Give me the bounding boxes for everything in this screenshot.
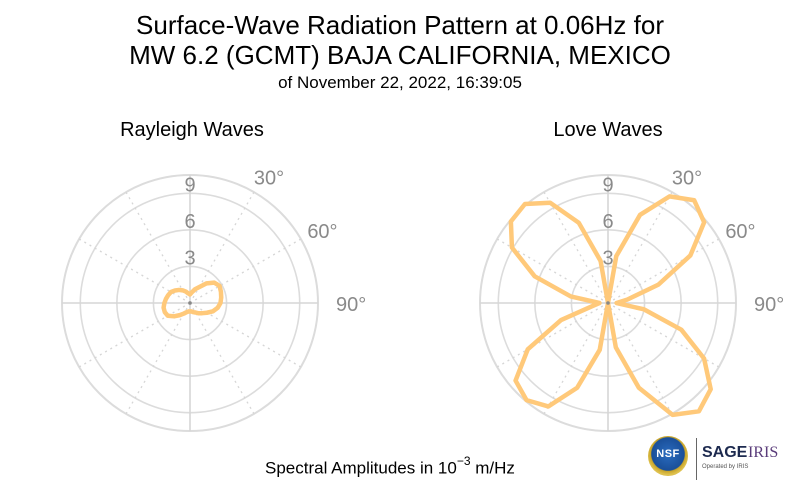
sage-logo-text: SAGE [702, 444, 748, 461]
rayleigh-panel-title: Rayleigh Waves [120, 119, 264, 141]
logo-divider [696, 438, 697, 480]
nsf-logo-icon [648, 436, 688, 476]
chart-title-line-1: Surface-Wave Radiation Pattern at 0.06Hz… [136, 10, 664, 40]
love-angle-tick-label: 90° [754, 294, 784, 316]
iris-logo-text: IRIS [748, 444, 779, 461]
love-center-dot [606, 301, 610, 305]
chart-title-line-2: MW 6.2 (GCMT) BAJA CALIFORNIA, MEXICO [129, 40, 671, 70]
amplitude-label-prefix: Spectral Amplitudes in 10 [265, 458, 457, 478]
amplitude-label-exponent: −3 [456, 454, 471, 468]
love-angle-tick-label: 30° [672, 168, 702, 190]
rayleigh-angle-tick-label: 90° [336, 294, 366, 316]
love-radial-tick-label: 3 [602, 247, 613, 269]
rayleigh-angle-tick-label: 60° [307, 221, 337, 243]
chart-subtitle: of November 22, 2022, 16:39:05 [278, 73, 522, 92]
rayleigh-radiation-pattern-line [161, 280, 224, 319]
rayleigh-radial-tick-label: 6 [184, 211, 195, 233]
nsf-logo-text: NSF [656, 448, 680, 460]
spectral-amplitude-label: Spectral Amplitudes in 10−3 m/Hz [265, 452, 515, 480]
love-radial-tick-label: 6 [602, 211, 613, 233]
love-angle-tick-label: 60° [725, 221, 755, 243]
rayleigh-radial-tick-label: 9 [184, 174, 195, 196]
amplitude-label-suffix: m/Hz [470, 458, 515, 478]
love-panel-title: Love Waves [553, 119, 663, 141]
rayleigh-center-dot [188, 301, 192, 305]
operated-by-text: Operated by IRIS [702, 464, 749, 470]
logo-strip: NSF SAGE IRIS Operated by IRIS [644, 432, 794, 488]
love-radial-tick-label: 9 [602, 174, 613, 196]
rayleigh-angle-tick-label: 30° [254, 168, 284, 190]
rayleigh-radial-tick-label: 3 [184, 247, 195, 269]
